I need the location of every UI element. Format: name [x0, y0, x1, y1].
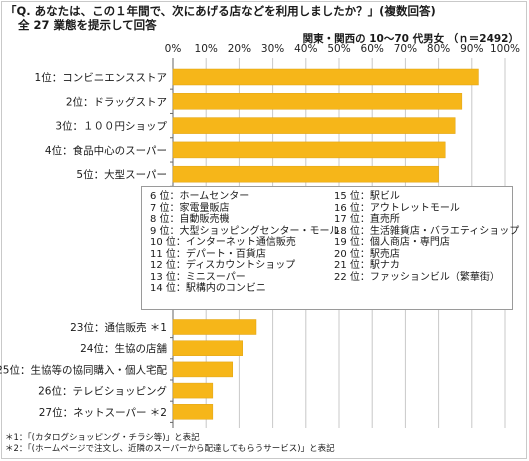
x-tick-label: 100% [490, 43, 520, 55]
rank-item: 19 位：個人商店・専門店 [334, 237, 450, 248]
rank-item: 22 位：ファッションビル（繁華街） [334, 271, 500, 283]
chart-question: 「Q. あなたは、この１年間で、次にあげる店などを利用しましたか？」(複数回答) [5, 4, 436, 18]
bottom-group-bar [172, 319, 257, 335]
top-group-label: 4位：食品中心のスーパー [45, 144, 167, 157]
rank-item: 14 位：駅構内のコンビニ [150, 283, 266, 294]
x-tick-label: 0% [165, 43, 182, 55]
x-tick-label: 50% [327, 43, 350, 55]
rank-item: 15 位：駅ビル [334, 191, 400, 202]
bottom-group-label: 25位：生協等の協同購入・個人宅配 [0, 363, 167, 376]
top-group-label: 3位：１００円ショップ [55, 120, 167, 133]
bottom-group-label: 26位：テレビショッピング [38, 385, 167, 398]
bottom-group-bar [172, 382, 214, 399]
bottom-group-bar [172, 340, 243, 356]
top-group-label: 5位：大型スーパー [76, 168, 167, 181]
footnote-2: ＊2：「(ホームページで注文し、近隣のスーパーから配達してもらうサービス)」と表… [5, 444, 335, 454]
x-tick-label: 80% [427, 43, 450, 55]
x-tick-label: 60% [361, 43, 384, 55]
rank-item: 8 位：自動販売機 [150, 214, 230, 225]
bottom-group-bar [172, 361, 234, 378]
top-group-bar [172, 165, 439, 183]
x-tick-label: 90% [460, 43, 483, 55]
rank-item: 11 位：デパート・百貨店 [150, 248, 266, 260]
x-tick-label: 40% [294, 43, 317, 55]
middle-ranks-left: 6 位：ホームセンター 7 位：家電量販店 8 位：自動販売機 9 位：大型ショッピン… [150, 191, 340, 295]
rank-item: 9 位：大型ショッピングセンター・モール [150, 225, 340, 237]
footnotes: ＊1：「(カタログショッピング・チラシ等)」と表記 ＊2：「(ホームページで注文… [5, 433, 335, 455]
x-tick-label: 10% [195, 43, 218, 55]
top-group-bar [172, 93, 463, 110]
rank-item: 16 位：アウトレットモール [334, 202, 460, 214]
x-tick-label: 30% [261, 43, 284, 55]
bottom-group-label: 24位：生協の店舗 [80, 342, 167, 355]
rank-item: 21 位：駅ナカ [334, 260, 400, 271]
sample-note: 関東・関西の 10～70 代男女 （ｎ＝2492） [302, 33, 519, 45]
top-group-label: 1位：コンビニエンスストア [35, 71, 167, 84]
top-group-bar [172, 68, 479, 86]
top-group-label: 2位：ドラッグストア [66, 95, 167, 108]
chart-subtitle: 全 27 業態を提示して回答 [18, 18, 157, 32]
top-group-bar [172, 141, 446, 159]
x-tick-label: 20% [228, 43, 251, 55]
middle-ranks-right: 15 位：駅ビル 16 位：アウトレットモール 17 位：直売所 18 位：生活雑貨店… [334, 191, 519, 283]
rank-item: 13 位：ミニスーパー [150, 271, 246, 283]
rank-item: 7 位：家電量販店 [150, 202, 230, 214]
rank-item: 20 位：駅売店 [334, 248, 400, 260]
rank-item: 17 位：直売所 [334, 214, 400, 225]
bottom-group-label: 27位：ネットスーパー ＊2 [39, 406, 167, 419]
top-group-bar [172, 117, 456, 134]
footnote-1: ＊1：「(カタログショッピング・チラシ等)」と表記 [5, 433, 200, 443]
bottom-group-bar [172, 404, 214, 420]
rank-item: 12 位：ディスカウントショップ [150, 260, 296, 271]
x-tick-label: 70% [394, 43, 417, 55]
middle-ranks-box: 6 位：ホームセンター 7 位：家電量販店 8 位：自動販売機 9 位：大型ショッピン… [141, 186, 519, 310]
rank-item: 6 位：ホームセンター [150, 191, 250, 202]
rank-item: 18 位：生活雑貨店・バラエティショップ [334, 225, 520, 237]
rank-item: 10 位：インターネット通信販売 [150, 237, 296, 248]
bottom-group-label: 23位：通信販売 ＊1 [70, 321, 167, 334]
